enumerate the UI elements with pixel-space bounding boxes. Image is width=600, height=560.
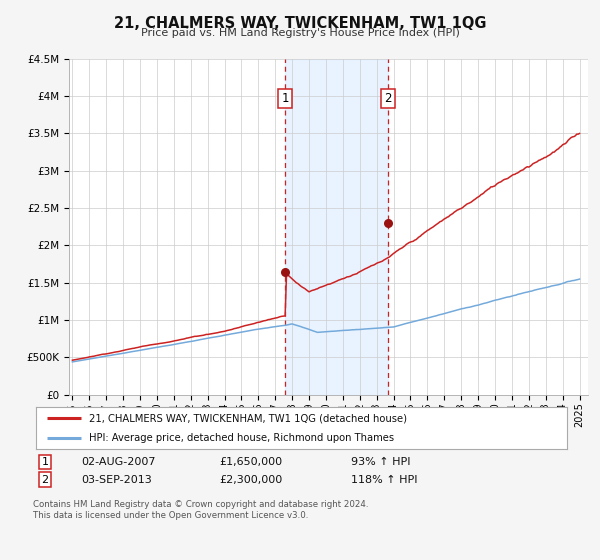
Text: This data is licensed under the Open Government Licence v3.0.: This data is licensed under the Open Gov… [33,511,308,520]
Text: 02-AUG-2007: 02-AUG-2007 [81,457,155,467]
Text: 2: 2 [384,92,392,105]
Text: 118% ↑ HPI: 118% ↑ HPI [351,475,418,485]
Text: 03-SEP-2013: 03-SEP-2013 [81,475,152,485]
Text: HPI: Average price, detached house, Richmond upon Thames: HPI: Average price, detached house, Rich… [89,433,394,443]
Text: Price paid vs. HM Land Registry's House Price Index (HPI): Price paid vs. HM Land Registry's House … [140,28,460,38]
Text: 2: 2 [41,475,49,485]
Text: £1,650,000: £1,650,000 [219,457,282,467]
Text: 93% ↑ HPI: 93% ↑ HPI [351,457,410,467]
Bar [285,59,388,395]
Text: Contains HM Land Registry data © Crown copyright and database right 2024.: Contains HM Land Registry data © Crown c… [33,500,368,508]
Text: 21, CHALMERS WAY, TWICKENHAM, TW1 1QG (detached house): 21, CHALMERS WAY, TWICKENHAM, TW1 1QG (d… [89,413,407,423]
Text: £2,300,000: £2,300,000 [219,475,282,485]
Text: 1: 1 [281,92,289,105]
Text: 1: 1 [41,457,49,467]
Text: 21, CHALMERS WAY, TWICKENHAM, TW1 1QG: 21, CHALMERS WAY, TWICKENHAM, TW1 1QG [114,16,486,31]
